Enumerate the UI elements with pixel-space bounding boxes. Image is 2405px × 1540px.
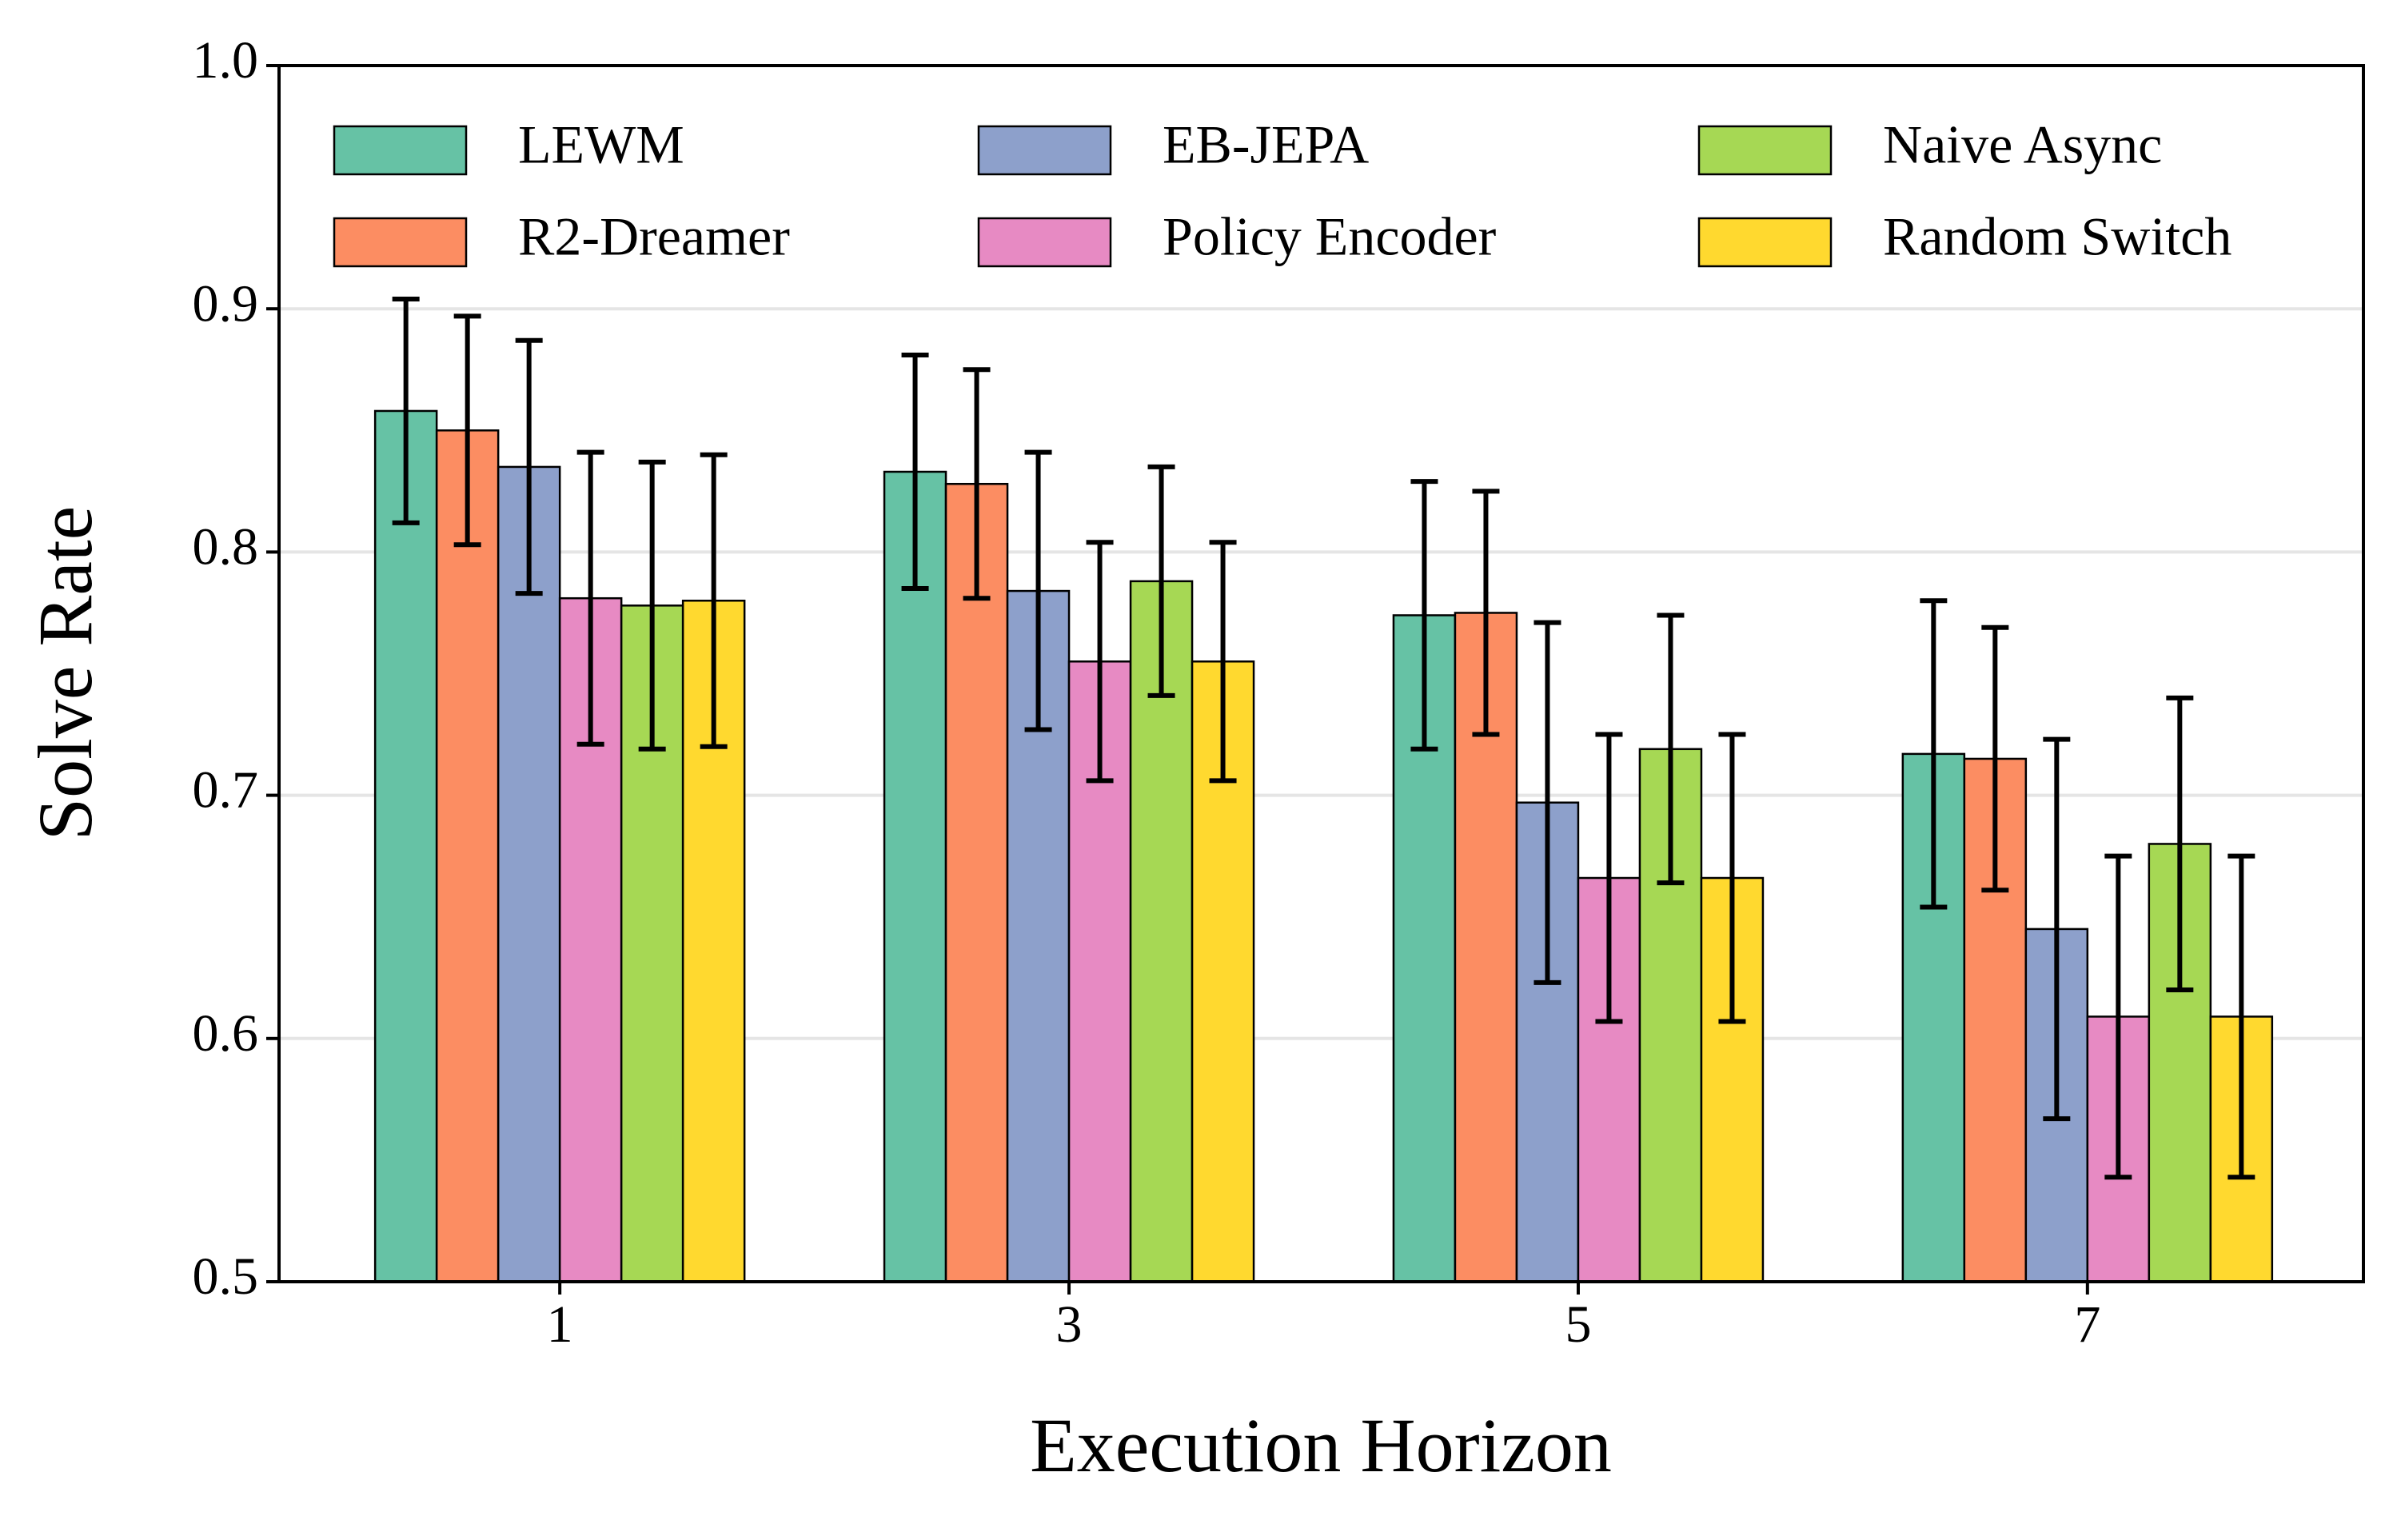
error-bar — [1920, 598, 1948, 910]
error-bar — [963, 367, 991, 601]
error-bar — [1595, 732, 1623, 1024]
legend-label: Naive Async — [1883, 114, 2162, 175]
y-tick-label: 0.7 — [193, 761, 259, 820]
error-bar — [392, 297, 420, 525]
legend-swatch — [977, 217, 1112, 268]
legend-swatch — [1697, 125, 1833, 176]
x-tick-label: 1 — [547, 1295, 573, 1354]
error-bar — [576, 449, 604, 747]
error-bar — [1086, 540, 1114, 784]
error-bar — [2104, 853, 2132, 1180]
y-tick-label: 0.9 — [193, 274, 259, 333]
error-bar — [901, 352, 929, 592]
legend-label: EB-JEPA — [1163, 114, 1369, 175]
legend-label: R2-Dreamer — [518, 206, 790, 267]
legend-swatch — [333, 217, 468, 268]
bar — [944, 482, 1009, 1283]
error-bar — [1718, 732, 1746, 1024]
error-bar — [638, 459, 666, 752]
error-bar — [2166, 695, 2194, 992]
error-bar — [453, 313, 481, 548]
error-bar — [1472, 489, 1500, 737]
y-tick-label: 1.0 — [193, 31, 259, 90]
legend-label: LEWM — [518, 114, 684, 175]
error-bar — [2228, 853, 2255, 1180]
bar — [2148, 843, 2212, 1283]
y-axis-label: Solve Rate — [22, 506, 108, 841]
error-bar — [1209, 540, 1237, 784]
y-tick-label: 0.6 — [193, 1004, 259, 1063]
y-tick-label: 0.5 — [193, 1247, 259, 1306]
x-tick-label: 7 — [2074, 1295, 2100, 1354]
error-bar — [2043, 736, 2071, 1122]
legend-swatch — [333, 125, 468, 176]
x-tick-label: 3 — [1056, 1295, 1083, 1354]
legend-label: Random Switch — [1883, 206, 2232, 267]
error-bar — [1657, 612, 1685, 886]
error-bar — [1981, 624, 2009, 893]
error-bar — [1410, 479, 1438, 752]
error-bar — [1024, 449, 1052, 732]
legend-swatch — [977, 125, 1112, 176]
bar — [1129, 580, 1194, 1283]
error-bar — [1147, 464, 1175, 698]
error-bar — [1534, 620, 1561, 985]
plot-frame — [277, 64, 2365, 1283]
legend-label: Policy Encoder — [1163, 206, 1497, 267]
legend-swatch — [1697, 217, 1833, 268]
y-tick-label: 0.8 — [193, 518, 259, 577]
x-axis-label: Execution Horizon — [1030, 1402, 1612, 1488]
error-bar — [515, 337, 543, 596]
bar — [883, 470, 947, 1283]
bar — [373, 409, 438, 1283]
error-bar — [700, 452, 728, 749]
x-tick-label: 5 — [1565, 1295, 1591, 1354]
bar — [435, 429, 500, 1283]
